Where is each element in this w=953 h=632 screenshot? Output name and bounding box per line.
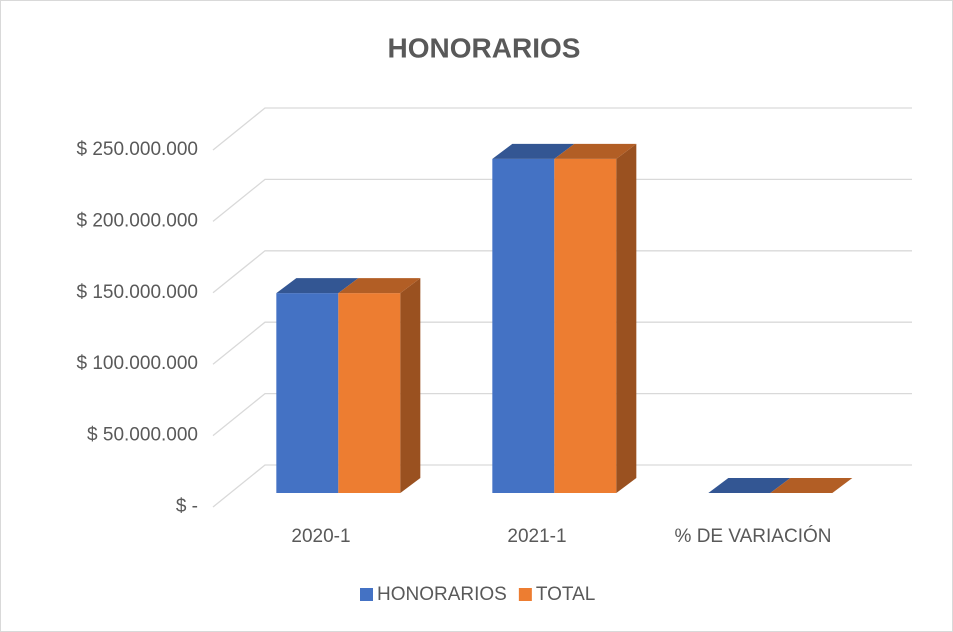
grid-line xyxy=(212,107,912,151)
bar-front xyxy=(338,293,401,493)
legend-label: HONORARIOS xyxy=(377,584,507,605)
legend-swatch xyxy=(360,588,373,601)
bar xyxy=(554,143,637,493)
bar-top xyxy=(708,478,791,493)
bar-front xyxy=(276,293,339,493)
y-tick-label: $ - xyxy=(176,496,198,517)
bar-front xyxy=(554,158,617,493)
y-tick-label: $ 250.000.000 xyxy=(76,139,198,160)
chart-title: HONORARIOS xyxy=(388,32,581,63)
bar-side xyxy=(616,143,637,493)
grid-line xyxy=(212,178,912,222)
grid-line xyxy=(212,250,912,294)
bar-top xyxy=(554,143,637,159)
y-tick-label: $ 200.000.000 xyxy=(76,210,198,231)
grid-line xyxy=(212,321,912,365)
bar-top xyxy=(276,278,359,294)
bar-top xyxy=(338,278,421,294)
legend-label: TOTAL xyxy=(536,584,595,605)
bar xyxy=(770,478,853,493)
bar-top xyxy=(770,478,853,493)
bar-side xyxy=(400,278,421,493)
grid-line xyxy=(212,392,912,437)
y-tick-label: $ 50.000.000 xyxy=(87,425,198,446)
bar xyxy=(338,278,421,493)
legend-swatch xyxy=(518,588,532,601)
grid-line xyxy=(212,464,912,508)
bar xyxy=(492,143,575,493)
x-tick-label: % DE VARIACIÓN xyxy=(675,525,832,547)
y-tick-label: $ 100.000.000 xyxy=(76,353,198,374)
x-tick-label: 2020-1 xyxy=(291,526,350,547)
bar xyxy=(276,278,359,493)
x-tick-label: 2021-1 xyxy=(507,526,566,547)
bar xyxy=(708,478,791,493)
bar-top xyxy=(492,143,575,159)
bar-front xyxy=(492,158,555,493)
y-tick-label: $ 150.000.000 xyxy=(76,282,198,303)
